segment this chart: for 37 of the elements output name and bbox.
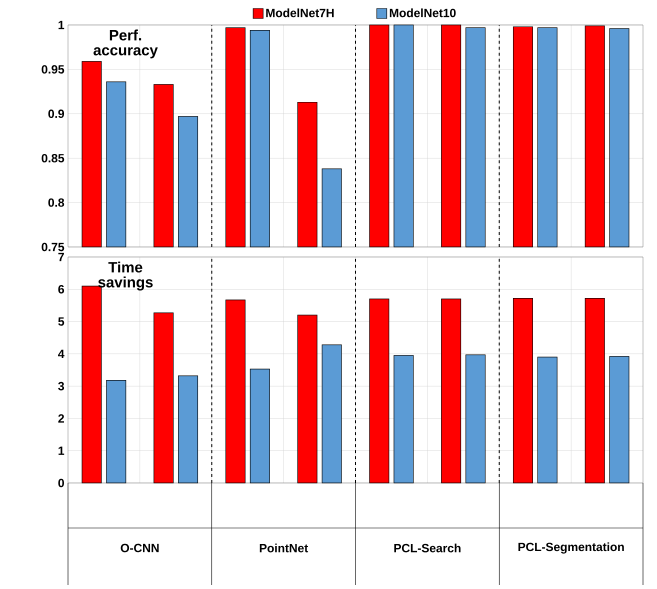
y-tick-label: 0.95 — [42, 65, 64, 74]
y-tick-label: 1 — [58, 20, 64, 30]
y-tick-label: 0.85 — [42, 154, 64, 162]
annotation: Time savings — [98, 262, 153, 291]
y-tick-label: 0.75 — [42, 242, 64, 252]
y-tick-label: 3 — [58, 382, 64, 390]
annotation: Perf. accuracy — [94, 30, 158, 58]
bar — [512, 298, 533, 484]
y-tick-label: 0.9 — [48, 110, 64, 118]
bar — [322, 344, 342, 484]
bar — [394, 355, 414, 484]
bar — [297, 314, 318, 484]
bar — [225, 300, 246, 484]
bar — [154, 312, 174, 484]
bar — [250, 368, 270, 484]
bar — [106, 380, 126, 484]
text: PCL-Search — [394, 544, 461, 552]
bar — [466, 354, 486, 484]
bar — [369, 298, 390, 484]
bar — [609, 356, 630, 484]
y-tick-label: 4 — [58, 350, 64, 358]
bar — [178, 375, 198, 484]
y-tick-label: 1 — [58, 446, 64, 455]
y-tick-label: 0 — [58, 478, 64, 488]
y-tick-label: 6 — [58, 285, 64, 294]
y-tick-label: 2 — [58, 414, 64, 423]
text: O-CNN — [120, 544, 159, 552]
bar — [537, 356, 558, 484]
legend-label: ModelNet10 — [390, 8, 456, 18]
y-tick-label: 7 — [58, 252, 64, 262]
legend-label: ModelNet7H — [266, 8, 334, 18]
y-tick-label: 5 — [58, 317, 64, 326]
text: PCL-Segmentation — [518, 542, 624, 554]
y-tick-label: 0.8 — [48, 198, 64, 207]
bar — [584, 298, 605, 484]
bar — [441, 298, 462, 484]
text: PointNet — [260, 544, 308, 552]
